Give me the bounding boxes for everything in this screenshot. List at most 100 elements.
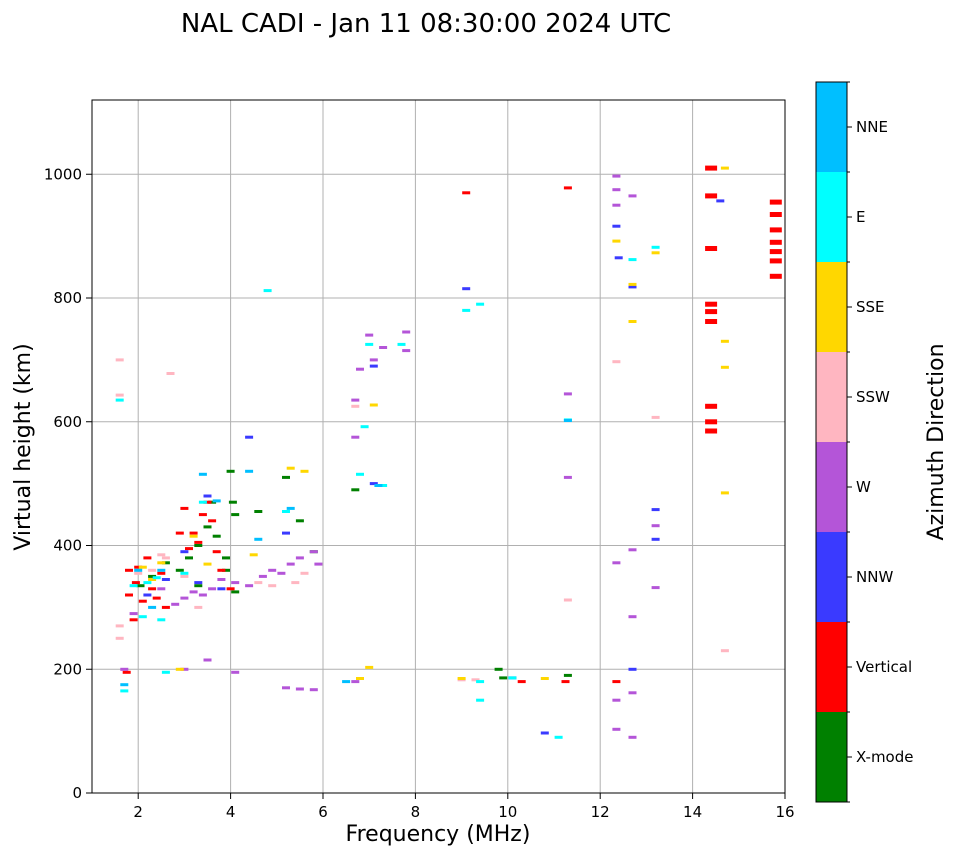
echo-point-x-mode xyxy=(494,667,503,671)
echo-point-vertical xyxy=(705,319,718,324)
x-tick-label: 2 xyxy=(133,803,143,821)
echo-point-nnw xyxy=(245,435,254,439)
colorbar-tick-label: SSW xyxy=(856,388,890,406)
echo-point-nne xyxy=(198,472,207,476)
y-axis-ticks: 0 200 400 600 800 1000 xyxy=(44,165,92,802)
echo-point-vertical xyxy=(138,599,147,603)
echo-point-e xyxy=(198,500,207,504)
echo-point-vertical xyxy=(769,258,782,264)
echo-point-vertical xyxy=(194,540,203,544)
x-axis-label: Frequency (MHz) xyxy=(346,822,531,847)
echo-point-ssw xyxy=(166,372,175,375)
echo-point-ssw xyxy=(612,360,621,364)
echo-point-w xyxy=(314,562,323,566)
echo-point-ssw xyxy=(651,415,660,419)
echo-point-w xyxy=(120,667,129,671)
echo-point-x-mode xyxy=(563,673,572,677)
echo-point-vertical xyxy=(161,605,170,609)
echo-point-nnw xyxy=(369,482,378,486)
echo-point-sse xyxy=(628,320,637,323)
echo-point-x-mode xyxy=(222,568,230,572)
echo-point-sse xyxy=(720,166,729,170)
echo-point-e xyxy=(161,670,170,674)
echo-point-e xyxy=(476,302,485,306)
echo-point-e xyxy=(628,258,637,262)
echo-point-w xyxy=(379,346,388,349)
echo-point-w xyxy=(203,658,212,662)
echo-point-ssw xyxy=(115,358,124,362)
echo-point-w xyxy=(563,475,572,479)
echo-point-ssw xyxy=(563,598,572,602)
echo-point-vertical xyxy=(189,531,198,535)
echo-point-x-mode xyxy=(351,488,360,492)
echo-point-nnw xyxy=(217,587,226,591)
y-axis-label: Virtual height (km) xyxy=(11,343,36,550)
echo-point-nnw xyxy=(628,285,637,289)
echo-point-w xyxy=(612,698,621,702)
echo-point-e xyxy=(143,581,152,585)
echo-point-vertical xyxy=(612,680,621,684)
colorbar-segment xyxy=(816,172,847,262)
colorbar-frame xyxy=(815,81,848,803)
echo-point-vertical xyxy=(134,565,143,569)
echo-point-w xyxy=(351,435,360,439)
data-points xyxy=(115,165,782,739)
echo-point-x-mode xyxy=(231,590,240,594)
echo-point-w xyxy=(365,333,374,337)
echo-point-ssw xyxy=(148,568,157,572)
echo-point-vertical xyxy=(217,568,226,572)
echo-point-vertical xyxy=(208,519,217,523)
echo-point-ssw xyxy=(471,678,480,682)
echo-point-vertical xyxy=(122,670,131,674)
echo-point-sse xyxy=(720,491,729,495)
echo-point-ssw xyxy=(115,393,124,397)
chart-title: NAL CADI - Jan 11 08:30:00 2024 UTC xyxy=(181,9,671,39)
x-tick-label: 10 xyxy=(498,803,517,821)
echo-point-ssw xyxy=(157,553,166,557)
echo-point-x-mode xyxy=(254,510,263,513)
echo-point-vertical xyxy=(769,273,782,279)
echo-point-vertical xyxy=(175,531,184,535)
colorbar-tick-label: W xyxy=(856,478,871,496)
echo-point-e xyxy=(120,689,129,693)
echo-point-w xyxy=(198,593,207,597)
echo-point-vertical xyxy=(198,513,207,517)
echo-point-vertical xyxy=(180,506,189,510)
echo-point-vertical xyxy=(705,403,718,409)
echo-point-sse xyxy=(189,534,198,538)
echo-point-x-mode xyxy=(212,534,221,538)
echo-point-w xyxy=(277,571,286,575)
colorbar-tick-label: NNE xyxy=(856,118,888,136)
echo-point-nnw xyxy=(716,199,725,203)
echo-point-nne xyxy=(148,605,157,609)
echo-point-x-mode xyxy=(194,584,203,588)
plot-frame xyxy=(91,99,786,794)
echo-point-ssw xyxy=(268,584,277,588)
echo-point-w xyxy=(309,688,318,692)
echo-point-w xyxy=(612,561,621,565)
echo-point-ssw xyxy=(115,624,124,628)
echo-point-nnw xyxy=(143,593,152,597)
echo-point-w xyxy=(258,574,267,578)
echo-point-vertical xyxy=(769,227,782,233)
echo-point-sse xyxy=(148,578,157,581)
colorbar-tick-label: SSE xyxy=(856,298,885,316)
echo-point-sse xyxy=(651,251,660,255)
x-axis-ticks: 2 4 6 8 10 12 14 16 xyxy=(133,793,795,821)
echo-point-vertical xyxy=(185,547,193,551)
x-tick-label: 12 xyxy=(591,803,610,821)
echo-point-sse xyxy=(720,339,729,343)
echo-point-sse xyxy=(249,553,258,557)
colorbar-tick-label: NNW xyxy=(856,568,893,586)
echo-point-x-mode xyxy=(282,475,290,479)
echo-point-vertical xyxy=(143,556,152,560)
echo-point-nne xyxy=(374,484,383,487)
echo-point-ssw xyxy=(291,581,300,585)
echo-point-ssw xyxy=(115,636,124,640)
echo-point-sse xyxy=(612,239,621,243)
x-tick-label: 6 xyxy=(318,803,328,821)
echo-point-sse xyxy=(286,466,295,470)
echo-point-nne xyxy=(120,683,129,687)
echo-point-w xyxy=(351,398,360,402)
echo-point-w xyxy=(157,587,166,591)
